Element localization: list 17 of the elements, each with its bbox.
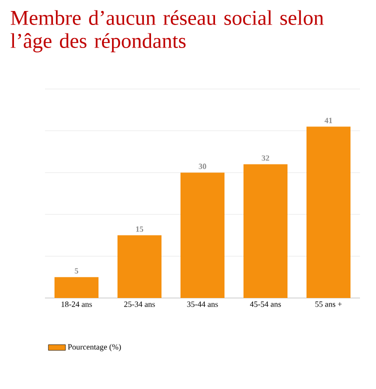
data-label: 32 <box>262 155 270 161</box>
bar <box>306 126 350 298</box>
data-label: 5 <box>74 268 78 274</box>
legend-label: Pourcentage (%) <box>68 344 121 352</box>
x-tick-label: 55 ans + <box>315 302 342 307</box>
chart-title: Membre d’aucun réseau social selon l’âge des répondants <box>10 10 324 52</box>
bar <box>180 172 224 298</box>
data-label: 41 <box>324 118 332 124</box>
x-tick-label: 45-54 ans <box>250 302 281 307</box>
data-label: 15 <box>136 226 144 232</box>
x-tick-label: 18-24 ans <box>62 302 92 307</box>
x-tick-label: 25-34 ans <box>124 302 155 307</box>
x-tick-label: 35-44 ans <box>187 302 218 307</box>
data-label: 30 <box>198 164 206 170</box>
bar <box>54 277 98 298</box>
bar <box>117 235 162 298</box>
bar <box>243 164 288 298</box>
